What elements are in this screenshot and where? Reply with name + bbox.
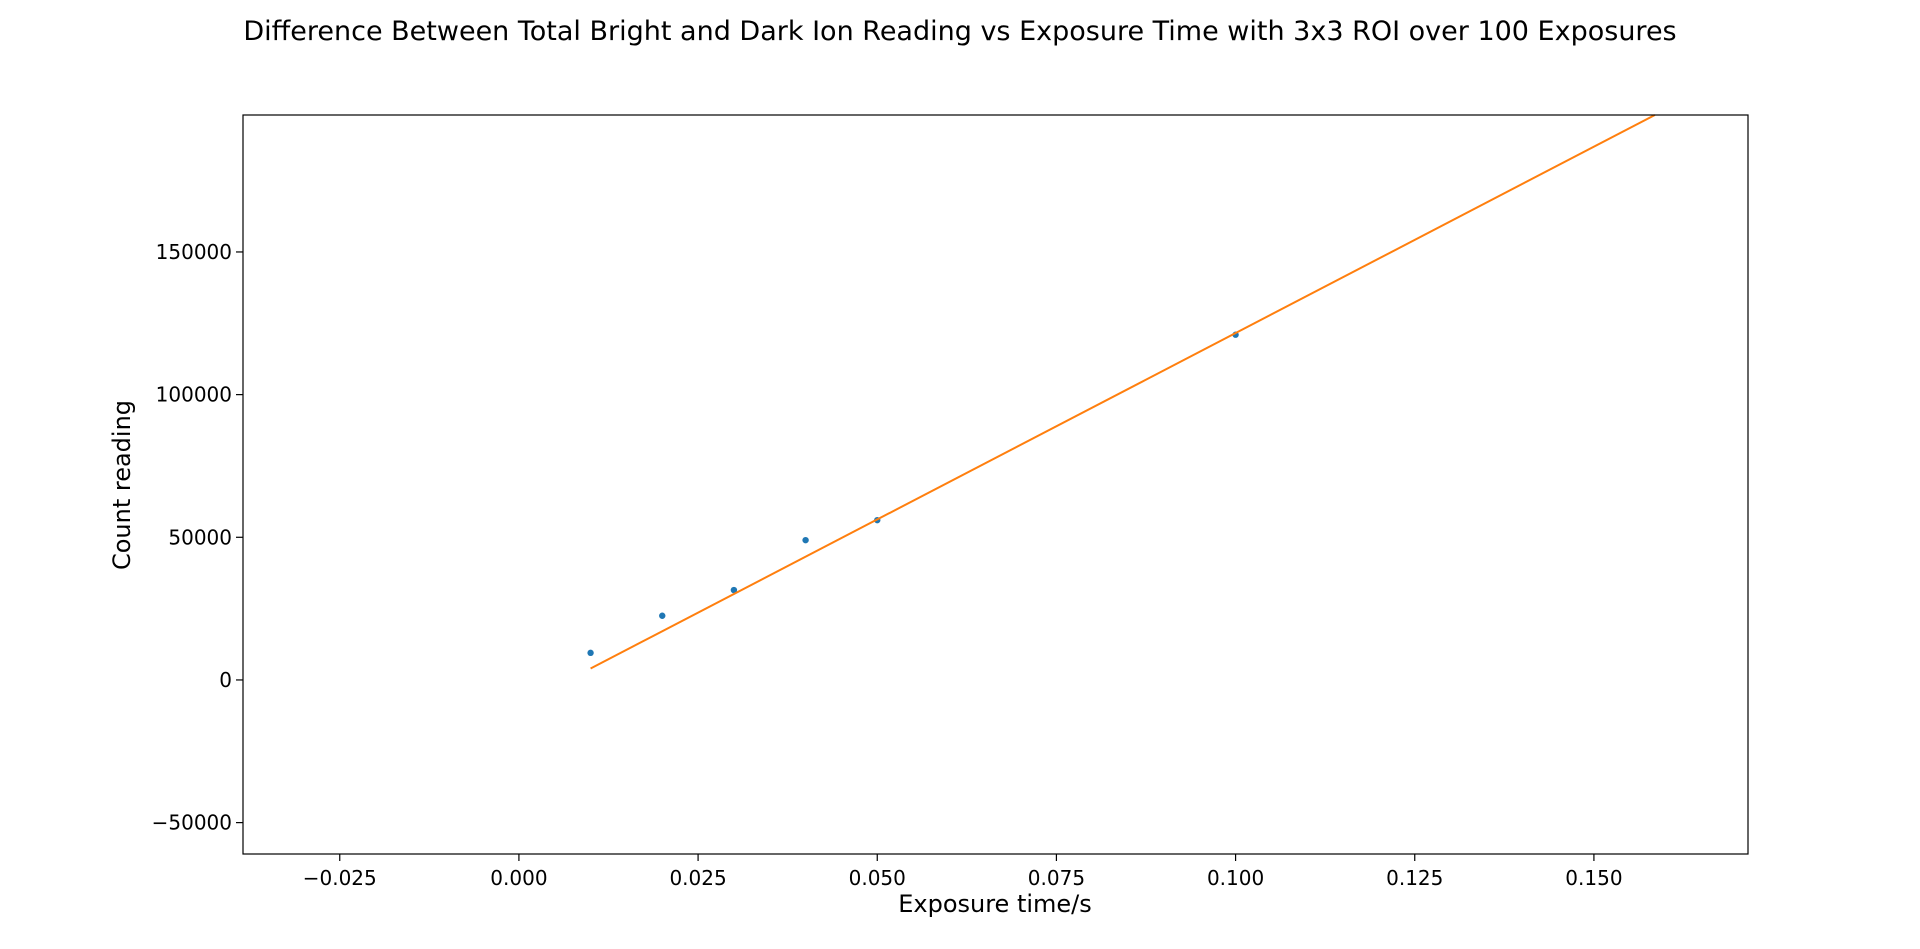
y-tick-label: 0 xyxy=(219,668,232,692)
y-tick-label: 50000 xyxy=(168,525,232,549)
x-tick-label: 0.025 xyxy=(669,866,726,890)
y-tick-label: −50000 xyxy=(152,811,232,835)
x-tick-label: −0.025 xyxy=(303,866,377,890)
plot-marks xyxy=(587,114,1656,670)
chart-title: Difference Between Total Bright and Dark… xyxy=(243,16,1676,47)
data-point xyxy=(802,536,809,544)
x-axis-label: Exposure time/s xyxy=(898,890,1092,918)
data-point xyxy=(730,586,738,594)
y-tick-label: 100000 xyxy=(156,383,232,407)
x-tick-label: 0.000 xyxy=(490,866,547,890)
data-point xyxy=(659,612,666,619)
y-axis: −50000 0 50000 100000 150000 xyxy=(152,240,243,835)
plot-frame xyxy=(242,114,1749,855)
x-tick-label: 0.150 xyxy=(1565,866,1622,890)
y-axis-label: Count reading xyxy=(108,400,136,570)
fit-line xyxy=(590,114,1656,670)
x-tick-label: 0.100 xyxy=(1207,866,1264,890)
y-tick-label: 150000 xyxy=(156,240,232,264)
x-axis: −0.025 0.000 0.025 0.050 0.075 0.100 0.125 0.15… xyxy=(303,854,1623,890)
x-tick-label: 0.050 xyxy=(849,866,906,890)
x-tick-label: 0.125 xyxy=(1386,866,1443,890)
data-point xyxy=(587,649,594,657)
x-tick-label: 0.075 xyxy=(1028,866,1085,890)
